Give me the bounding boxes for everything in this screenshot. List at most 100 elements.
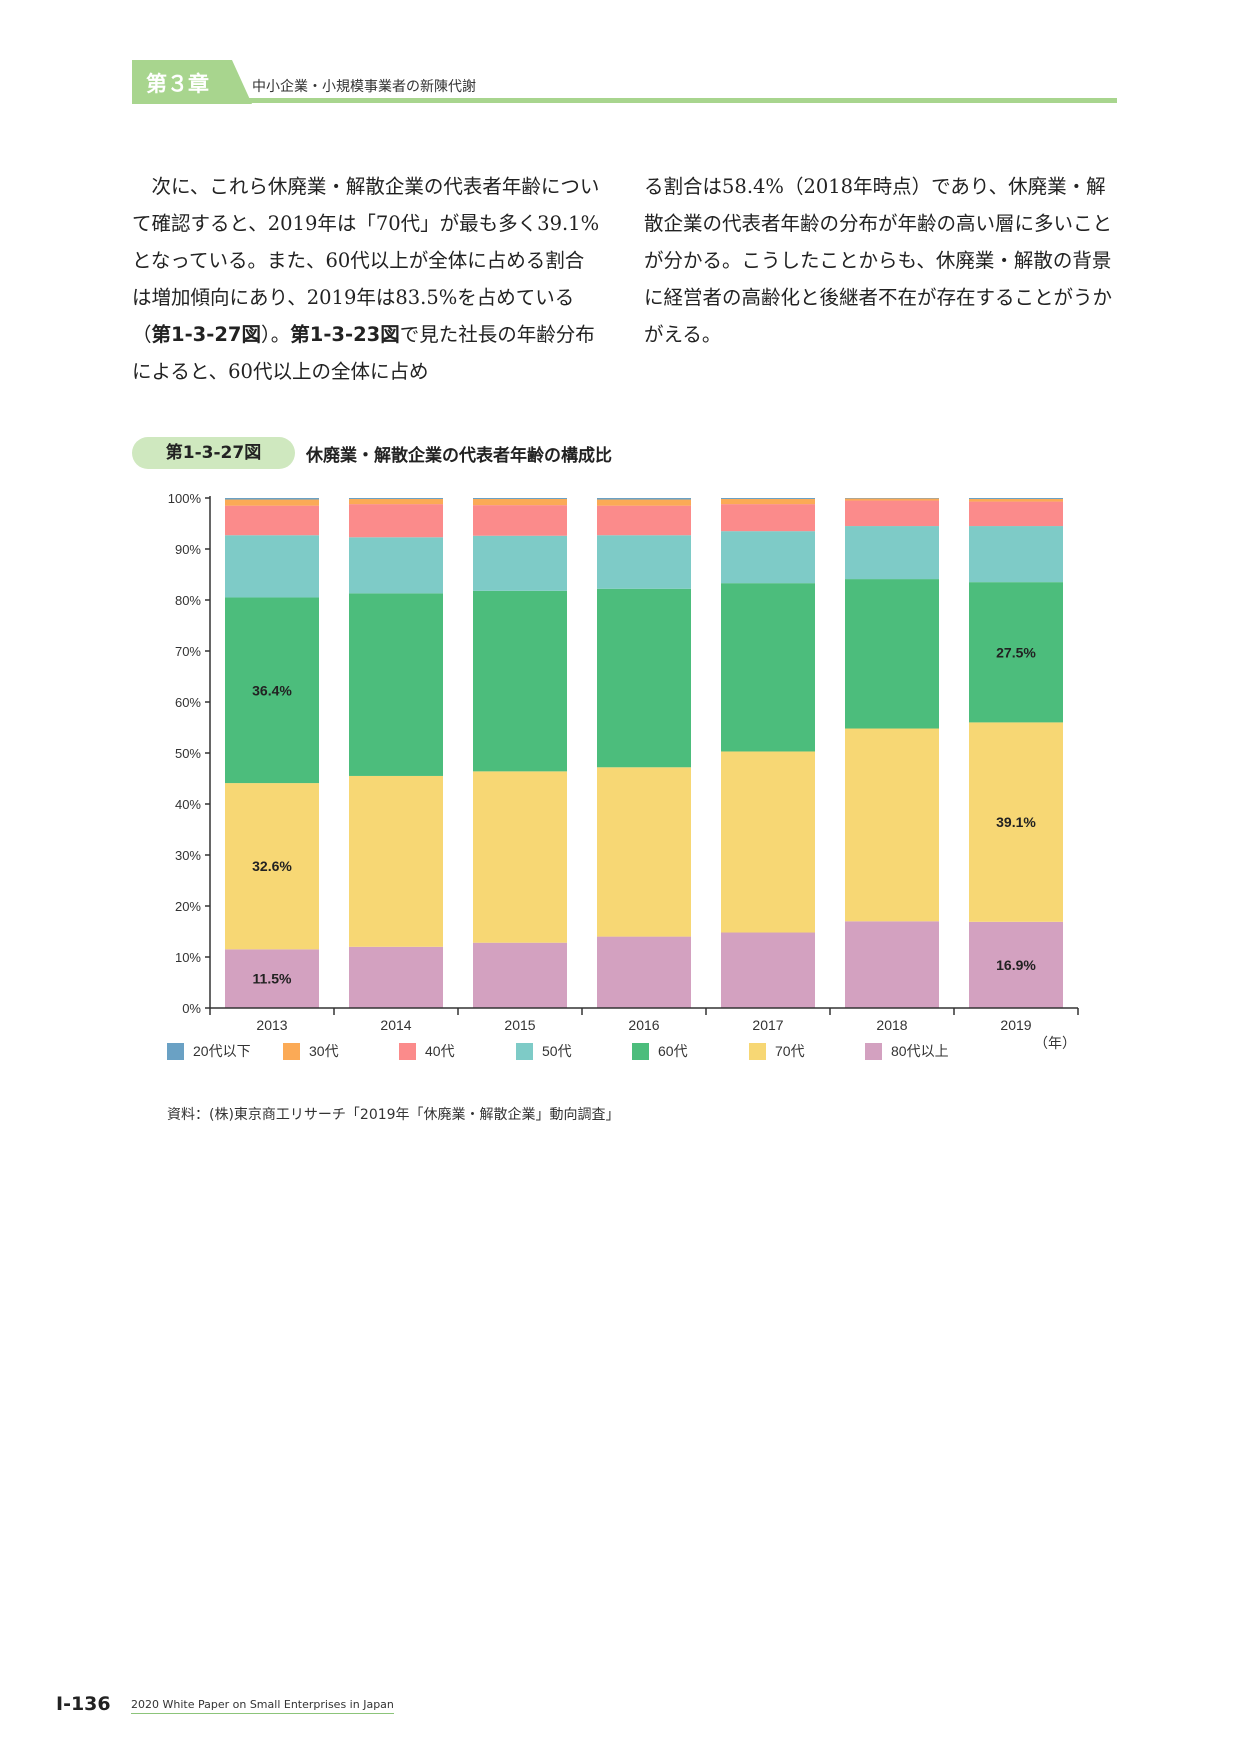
y-tick-label: 70% [175,644,201,659]
bar-segment [721,499,815,505]
bar-segment [969,921,1063,1008]
bar-segment [597,936,691,1008]
legend-swatch [167,1043,184,1060]
bar-segment [597,535,691,589]
x-tick-label: 2018 [876,1017,907,1033]
x-tick-label: 2014 [380,1017,411,1033]
bar-segment [845,526,939,580]
body-text-segment: ）。 [260,323,291,346]
figure-reference: 第1-3-27図 [151,323,261,346]
bar-segment [473,771,567,943]
y-tick-label: 0% [182,1001,201,1016]
x-tick-label: 2019 [1000,1017,1031,1033]
bar-segment [349,504,443,538]
bar-segment [597,498,691,500]
data-label: 27.5% [996,644,1036,660]
y-tick-label: 60% [175,695,201,710]
bar-segment [721,498,815,500]
legend-swatch [865,1043,882,1060]
body-text-segment: で見た社長の年齢分布によると、60代以上の全体に占め [132,323,595,383]
y-tick-label: 20% [175,899,201,914]
y-tick-label: 80% [175,593,201,608]
stacked-bar-chart: 11.5% 32.6% 36.4% 16.9% 39.1% 27.5% 0% 10% 20% 30… [167,491,1079,1060]
bar-segment [721,932,815,1008]
data-label: 32.6% [252,858,292,874]
bar-segment [225,783,319,950]
legend-swatch [516,1043,533,1060]
legend-swatch [399,1043,416,1060]
bar-segment [349,498,443,500]
bar-segment [597,499,691,506]
x-axis-unit: （年） [1034,1035,1076,1051]
bar-segment [349,537,443,594]
legend-label: 50代 [542,1043,572,1059]
bar-segment [721,504,815,532]
y-tick-label: 30% [175,848,201,863]
legend-swatch [283,1043,300,1060]
bar-segment [597,505,691,536]
bar-segment [597,767,691,937]
bar-segment [349,775,443,947]
data-label: 36.4% [252,682,292,698]
bar-segment [473,535,567,591]
y-tick-label: 100% [168,491,202,506]
body-right-column: る割合は58.4%（2018年時点）であり、休廃業・解散企業の代表者年齢の分布が… [644,175,1113,346]
bar-segment [225,499,319,506]
legend-label: 60代 [658,1043,688,1059]
bar-segment [225,949,319,1008]
figure-title: 休廃業・解散企業の代表者年齢の構成比 [306,446,612,466]
data-label: 16.9% [996,957,1036,973]
x-tick-label: 2013 [256,1017,287,1033]
bar-segment [721,583,815,752]
x-tick-label: 2015 [504,1017,535,1033]
body-left-column: 次に、これら休廃業・解散企業の代表者年齢について確認すると、2019年は「70代… [132,168,602,390]
bar-segment [969,498,1063,500]
legend-label: 80代以上 [891,1043,949,1059]
bar-segment [597,588,691,768]
y-tick-label: 10% [175,950,201,965]
x-tick-label: 2017 [752,1017,783,1033]
bar-segment [225,505,319,536]
bar-segment [969,582,1063,723]
legend-label: 20代以下 [193,1043,251,1059]
bar-segment [349,593,443,776]
legend-label: 70代 [775,1043,805,1059]
bar-segment [721,751,815,933]
bar-segment [969,722,1063,922]
bar-segment [473,942,567,1008]
source-note: 資料：(株)東京商工リサーチ「2019年「休廃業・解散企業」動向調査」 [167,1107,620,1123]
bar-segment [349,499,443,505]
bar-segment [225,498,319,500]
x-tick-label: 2016 [628,1017,659,1033]
bar-segment [845,498,939,501]
figure-number: 第1-3-27図 [132,437,295,469]
bar-segment [969,526,1063,583]
bar-segment [845,921,939,1008]
bar-segment [721,531,815,584]
legend-label: 40代 [425,1043,455,1059]
bar-segment [473,505,567,536]
bar-segment [473,499,567,506]
bar-segment [473,498,567,500]
bar-segment [845,500,939,527]
chapter-rule [132,98,1117,103]
bar-segment [845,498,939,499]
bar-segment [473,590,567,772]
chapter-tab [132,60,252,104]
page-number: Ⅰ-136 [56,1693,111,1715]
bar-segment [225,597,319,784]
legend-swatch [632,1043,649,1060]
data-label: 11.5% [253,971,292,987]
chapter-label: 第３章 [146,72,209,96]
figure-reference: 第1-3-23図 [290,323,400,346]
legend-label: 30代 [309,1043,339,1059]
legend-swatch [749,1043,766,1060]
bar-segment [969,499,1063,502]
chapter-title: 中小企業・小規模事業者の新陳代謝 [252,79,476,95]
body-text-segment: 次に、これら休廃業・解散企業の代表者年齢について確認すると、2019年は「70代… [132,175,600,346]
y-tick-label: 90% [175,542,201,557]
bar-segment [349,946,443,1008]
bar-segment [225,535,319,598]
y-tick-label: 40% [175,797,201,812]
bar-segment [845,579,939,729]
